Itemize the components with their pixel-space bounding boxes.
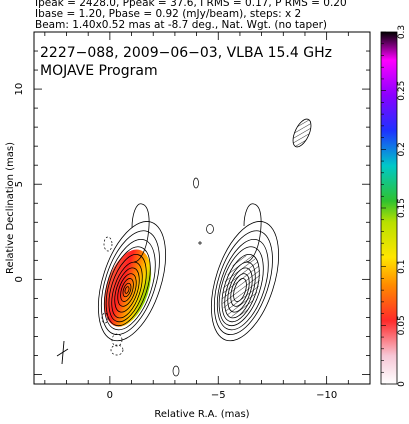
jet-contour-north [131,203,150,263]
y-axis-label: Relative Declination (mas) [5,142,16,274]
total-intensity-panel [98,221,166,342]
plot-frame [33,31,371,385]
x-tick-label: −5 [211,390,226,401]
colorbar-tick-label: 0.2 [397,142,407,156]
map-content [56,118,312,377]
colorbar-tick-label: 0.3 [397,25,407,39]
x-tick-label: −10 [316,390,337,401]
chart-title: 2227−088, 2009−06−03, VLBA 15.4 GHz [40,45,332,61]
negative-contours [101,236,124,356]
x-axis-label: Relative R.A. (mas) [154,409,249,420]
pol-jet-contour-north [243,203,262,263]
header-line-2: Ibase = 1.20, Pbase = 0.92 (mJy/beam), s… [35,8,302,20]
colorbar-tick-label: 0.1 [397,260,407,274]
far-jet-component [292,118,312,148]
colorbar-tick-label: 0.25 [397,81,407,101]
colorbar-tick-label: 0.15 [397,198,407,218]
intensity-contours [98,221,166,342]
colorbar-tick-label: 0 [397,381,407,387]
y-tick-label: 0 [14,276,25,282]
colorbar-tick-label: 0.05 [397,315,407,335]
x-tick-label: 0 [107,390,113,401]
polarization-color-fill [104,249,152,327]
header-line-3: Beam: 1.40x0.52 mas at -8.7 deg., Nat. W… [35,19,328,31]
header-line-1: Ipeak = 2428.0, Ppeak = 37.6, I RMS = 0.… [35,0,347,9]
chart-subtitle: MOJAVE Program [40,63,158,79]
axis-ticks: 0 −5 −10 0 5 10 [14,31,371,401]
y-tick-label: 5 [14,181,25,187]
y-tick-label: 10 [14,83,25,96]
polarized-intensity-panel [211,221,279,342]
beam-marker [56,340,69,365]
isolated-contours [172,177,214,377]
colorbar-ticks: 0 0.05 0.1 0.15 0.2 0.25 0.3 [381,25,407,387]
